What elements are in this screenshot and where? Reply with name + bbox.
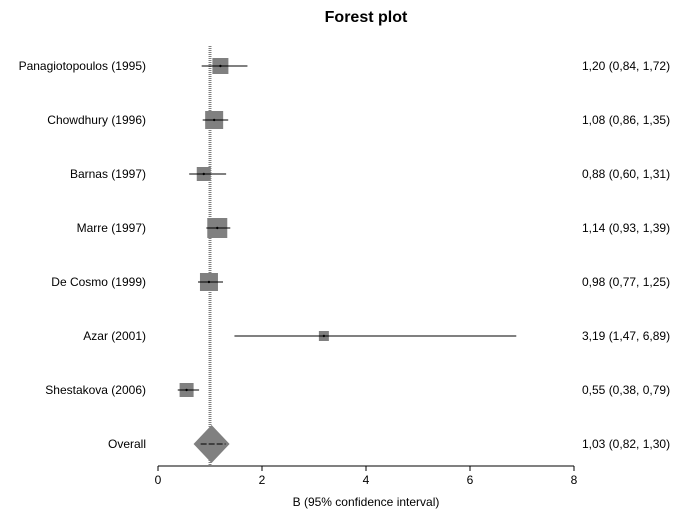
ci-text: 0,98 (0,77, 1,25) xyxy=(582,275,670,289)
study-label: Marre (1997) xyxy=(77,221,146,235)
study-row: De Cosmo (1999) 0,98 (0,77, 1,25) xyxy=(51,273,670,291)
x-tick-label: 8 xyxy=(571,473,578,487)
estimate-point xyxy=(322,334,326,338)
x-tick-label: 6 xyxy=(467,473,474,487)
x-tick-label: 2 xyxy=(259,473,266,487)
ci-text: 1,08 (0,86, 1,35) xyxy=(582,113,670,127)
x-axis-title: B (95% confidence interval) xyxy=(293,495,440,509)
study-rows: Panagiotopoulos (1995) 1,20 (0,84, 1,72) C… xyxy=(19,58,670,463)
study-row: Azar (2001) 3,19 (1,47, 6,89) xyxy=(83,329,670,343)
overall-ci-text: 1,03 (0,82, 1,30) xyxy=(582,437,670,451)
study-label: Shestakova (2006) xyxy=(45,383,146,397)
overall-row: Overall 1,03 (0,82, 1,30) xyxy=(108,425,670,463)
study-label: Azar (2001) xyxy=(83,329,146,343)
study-row: Shestakova (2006) 0,55 (0,38, 0,79) xyxy=(45,383,670,397)
ci-text: 1,14 (0,93, 1,39) xyxy=(582,221,670,235)
x-tick-label: 4 xyxy=(363,473,370,487)
study-row: Chowdhury (1996) 1,08 (0,86, 1,35) xyxy=(47,111,670,129)
study-row: Panagiotopoulos (1995) 1,20 (0,84, 1,72) xyxy=(19,58,670,74)
study-row: Marre (1997) 1,14 (0,93, 1,39) xyxy=(77,218,670,238)
study-label: De Cosmo (1999) xyxy=(51,275,146,289)
estimate-point xyxy=(212,118,216,122)
overall-label: Overall xyxy=(108,437,146,451)
x-axis: 0 2 4 6 8 xyxy=(155,465,578,487)
study-label: Chowdhury (1996) xyxy=(47,113,146,127)
estimate-point xyxy=(216,226,219,230)
estimate-point xyxy=(219,64,222,68)
study-label: Barnas (1997) xyxy=(70,167,146,181)
ci-text: 1,20 (0,84, 1,72) xyxy=(582,59,670,73)
chart-title: Forest plot xyxy=(325,9,408,26)
study-label: Panagiotopoulos (1995) xyxy=(19,59,146,73)
study-row: Barnas (1997) 0,88 (0,60, 1,31) xyxy=(70,167,670,181)
estimate-point xyxy=(185,388,188,392)
x-tick-label: 0 xyxy=(155,473,162,487)
ci-text: 3,19 (1,47, 6,89) xyxy=(582,329,670,343)
ci-text: 0,55 (0,38, 0,79) xyxy=(582,383,670,397)
ci-text: 0,88 (0,60, 1,31) xyxy=(582,167,670,181)
estimate-point xyxy=(207,280,211,284)
estimate-point xyxy=(202,172,205,176)
